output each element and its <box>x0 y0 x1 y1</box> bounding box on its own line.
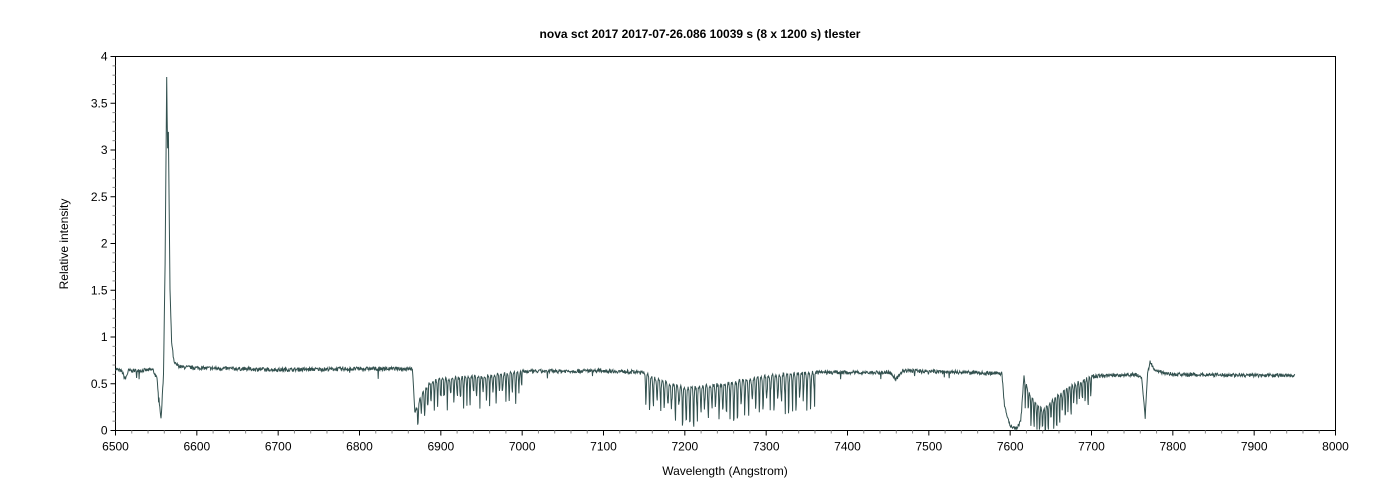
x-tick-label: 7300 <box>753 440 780 454</box>
y-axis-label: Relative intensity <box>57 199 71 290</box>
chart-title: nova sct 2017 2017-07-26.086 10039 s (8 … <box>540 27 861 41</box>
y-tick-label: 1 <box>101 330 108 344</box>
spectrum-line <box>115 76 1296 432</box>
y-tick-label: 0.5 <box>91 377 108 391</box>
x-axis-label: Wavelength (Angstrom) <box>662 464 788 478</box>
x-tick-label: 6600 <box>183 440 210 454</box>
x-tick-label: 6700 <box>265 440 292 454</box>
x-tick-label: 7600 <box>997 440 1024 454</box>
x-tick-label: 6800 <box>346 440 373 454</box>
y-tick-label: 3 <box>101 143 108 157</box>
x-tick-label: 6500 <box>102 440 129 454</box>
x-tick-label: 7700 <box>1078 440 1105 454</box>
y-tick-label: 2.5 <box>91 190 108 204</box>
x-tick-label: 7500 <box>915 440 942 454</box>
x-tick-label: 7800 <box>1159 440 1186 454</box>
x-tick-label: 7900 <box>1241 440 1268 454</box>
x-tick-label: 6900 <box>427 440 454 454</box>
plot-frame <box>115 56 1336 431</box>
x-tick-label: 7000 <box>509 440 536 454</box>
y-tick-label: 3.5 <box>91 96 108 110</box>
y-tick-label: 4 <box>101 50 108 64</box>
x-tick-label: 8000 <box>1322 440 1349 454</box>
x-tick-label: 7100 <box>590 440 617 454</box>
y-tick-label: 1.5 <box>91 283 108 297</box>
y-tick-label: 2 <box>101 237 108 251</box>
y-tick-label: 0 <box>101 424 108 438</box>
x-tick-label: 7200 <box>671 440 698 454</box>
x-tick-label: 7400 <box>834 440 861 454</box>
